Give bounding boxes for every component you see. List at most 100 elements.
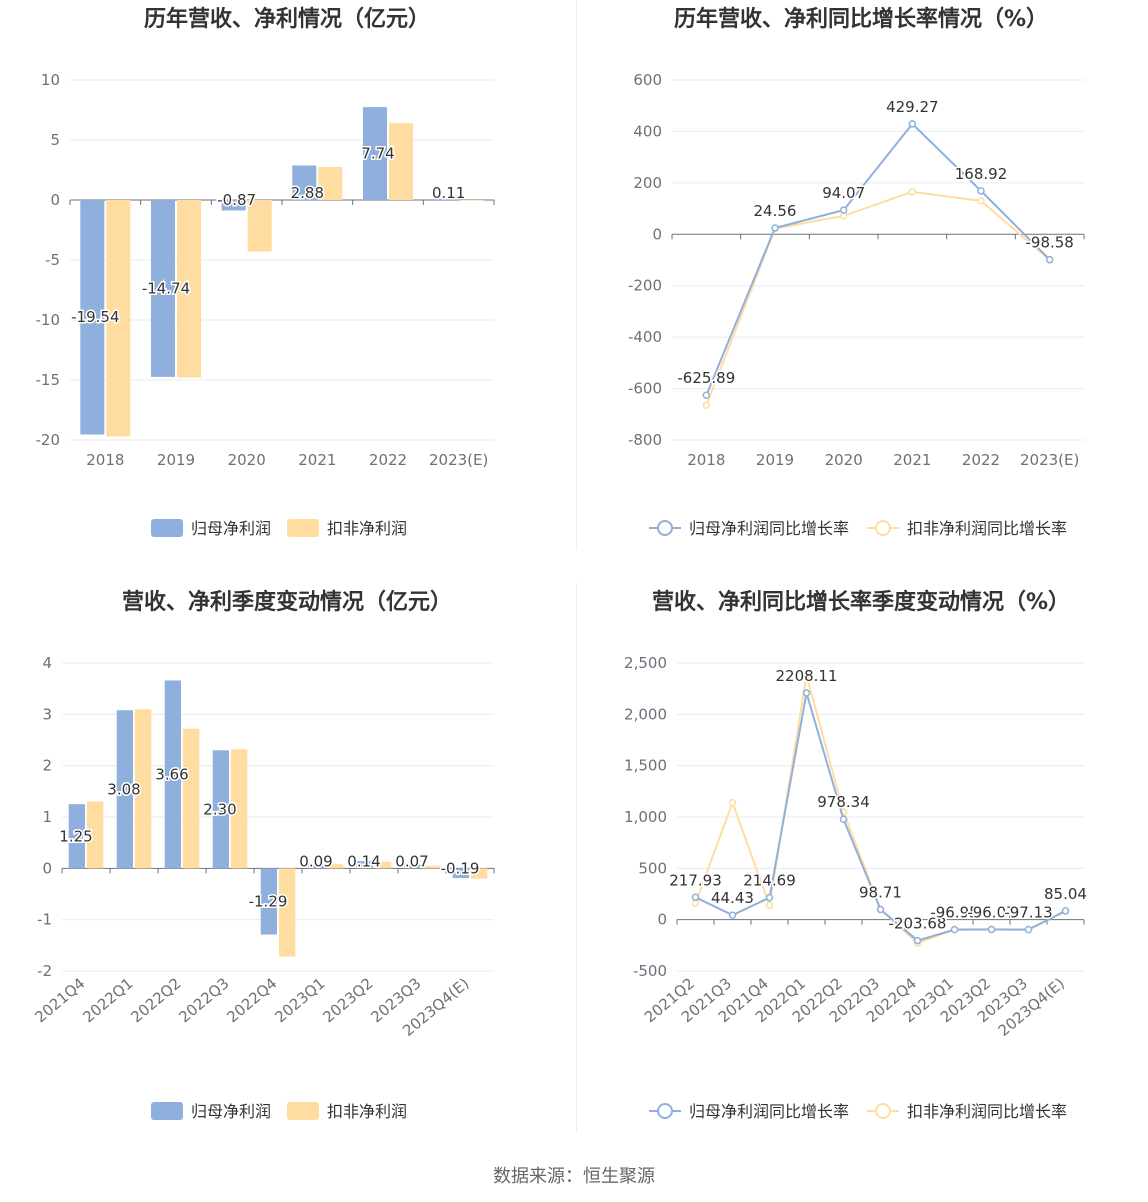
bar-primary xyxy=(116,710,133,869)
data-source: 数据来源：恒生聚源 xyxy=(493,1166,655,1187)
bar-primary xyxy=(452,868,469,879)
point-primary xyxy=(839,206,848,214)
data-label: -1.29 xyxy=(249,892,288,910)
data-label: -203.68 xyxy=(889,915,947,933)
quarterly-profit-panel: 营收、净利季度变动情况（亿元） 4 3 2 1 0 -1 -2 2021Q4 2022Q1 2022… xyxy=(0,583,574,1163)
y-tick-label: 200 xyxy=(633,174,662,192)
y-tick-label: 5 xyxy=(50,131,60,149)
bar-primary xyxy=(362,107,387,200)
data-label: -96.07 xyxy=(967,904,1015,922)
data-label: -98.58 xyxy=(1025,234,1073,252)
x-tick-label: 2018 xyxy=(687,451,725,469)
legend: 归母净利润同比增长率 扣非净利润同比增长率 xyxy=(649,519,1067,538)
legend-marker xyxy=(875,1103,891,1119)
y-tick-label: 600 xyxy=(633,71,662,89)
y-tick-label: -15 xyxy=(36,371,61,389)
bar-secondary xyxy=(106,200,131,437)
legend-label: 扣非净利润同比增长率 xyxy=(907,519,1067,538)
y-tick-label: 1,000 xyxy=(624,808,667,826)
x-tick-label: 2018 xyxy=(86,451,124,469)
y-tick-label: 0 xyxy=(652,225,662,243)
point-primary xyxy=(913,936,922,945)
legend-label: 归母净利润同比增长率 xyxy=(689,1102,849,1121)
bar-primary xyxy=(212,750,229,869)
y-tick-label: -5 xyxy=(45,251,60,269)
y-tick-label: 3 xyxy=(42,705,52,723)
data-label: 1.25 xyxy=(59,827,92,845)
legend-label: 归母净利润 xyxy=(191,1102,271,1121)
bar-secondary xyxy=(247,200,272,252)
legend-label: 扣非净利润 xyxy=(327,1102,407,1121)
x-tick-label: 2020 xyxy=(228,451,266,469)
bar-secondary xyxy=(231,749,248,869)
data-label: -96.95 xyxy=(930,904,978,922)
bar-secondary xyxy=(389,123,414,200)
point-primary xyxy=(691,893,700,902)
point-primary xyxy=(987,925,996,934)
data-label: 217.93 xyxy=(669,871,722,889)
annual-profit-chart: 历年营收、净利情况（亿元） 10 5 0 -5 -10 -15 -20 2018 2019 2020… xyxy=(36,6,495,538)
y-tick-label: 0 xyxy=(657,911,667,929)
y-tick-label: 1,500 xyxy=(624,757,667,775)
legend-swatch xyxy=(151,1102,183,1120)
point-primary xyxy=(1024,925,1033,934)
y-tick-label: 10 xyxy=(41,71,60,89)
data-label: 168.92 xyxy=(955,165,1008,183)
point-secondary xyxy=(702,401,711,410)
point-primary xyxy=(839,815,848,823)
annual-growth-panel: 历年营收、净利同比增长率情况（%） 600 400 200 0 -200 -400 -600-… xyxy=(574,0,1148,580)
y-tick-label: -20 xyxy=(36,431,61,449)
series-line-secondary xyxy=(705,190,1051,406)
bar-secondary xyxy=(423,865,440,869)
y-tick-label: 400 xyxy=(633,122,662,140)
legend-label: 扣非净利润同比增长率 xyxy=(907,1102,1067,1121)
x-tick-label: 2023Q2 xyxy=(319,974,376,1026)
y-tick-label: -200 xyxy=(628,277,662,295)
data-label: -14.74 xyxy=(142,279,190,297)
chart-title: 历年营收、净利情况（亿元） xyxy=(144,6,430,32)
y-tick-label: -600 xyxy=(628,380,662,398)
y-tick-label: 2 xyxy=(42,757,52,775)
data-label: 978.34 xyxy=(817,793,870,811)
x-tick-label: 2020 xyxy=(825,451,863,469)
x-tick-label: 2022 xyxy=(369,451,407,469)
point-primary xyxy=(1045,255,1054,264)
x-tick-label: 2022Q2 xyxy=(127,974,184,1026)
bar-primary xyxy=(433,198,458,200)
point-primary xyxy=(1061,907,1070,915)
y-tick-label: 2,000 xyxy=(624,705,667,723)
y-tick-label: 0 xyxy=(42,859,52,877)
bar-secondary xyxy=(135,709,152,869)
point-primary xyxy=(950,925,959,934)
data-label: 44.43 xyxy=(711,889,754,907)
data-label: 3.66 xyxy=(155,765,188,783)
y-tick-label: -800 xyxy=(628,431,662,449)
data-label: 24.56 xyxy=(754,202,797,220)
data-label: 98.71 xyxy=(859,884,902,902)
annual-growth-chart: 历年营收、净利同比增长率情况（%）6004002000-200-400-600-… xyxy=(628,6,1085,538)
data-label: 7.74 xyxy=(361,145,394,163)
x-tick-label: 2023(E) xyxy=(429,451,488,469)
bar-primary xyxy=(68,804,85,869)
x-tick-label: 2022Q4 xyxy=(223,974,280,1026)
point-primary xyxy=(702,391,711,399)
legend-swatch xyxy=(287,1102,319,1120)
bar-secondary xyxy=(279,868,296,957)
bar-secondary xyxy=(471,868,488,879)
legend: 归母净利润同比增长率 扣非净利润同比增长率 xyxy=(649,1102,1067,1121)
data-label: 85.04 xyxy=(1044,885,1087,903)
y-tick-label: 1 xyxy=(42,808,52,826)
y-tick-label: -500 xyxy=(633,962,667,980)
quarterly-growth-chart: 营收、净利同比增长率季度变动情况（%） 2,500 2,000 1,500 1,000 5… xyxy=(624,589,1088,1121)
bar-secondary xyxy=(318,167,343,200)
x-tick-label: 2019 xyxy=(756,451,794,469)
chart-title: 营收、净利同比增长率季度变动情况（%） xyxy=(652,589,1070,615)
data-label: -19.54 xyxy=(71,308,119,326)
data-label: -625.89 xyxy=(677,369,735,387)
x-tick-label: 2023Q1 xyxy=(271,974,328,1026)
y-tick-label: -1 xyxy=(37,911,52,929)
data-label: 0.14 xyxy=(347,852,380,870)
legend-marker xyxy=(657,1103,673,1119)
series-line-primary xyxy=(705,122,1051,396)
point-primary xyxy=(802,689,811,697)
